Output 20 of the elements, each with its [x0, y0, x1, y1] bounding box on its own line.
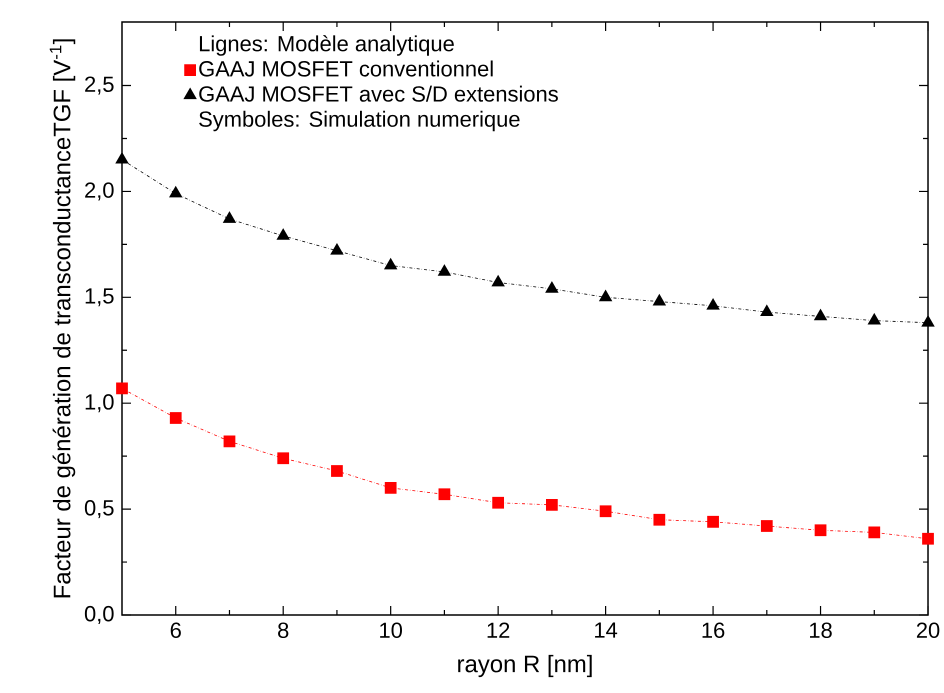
y-tick-label: 0,0 — [84, 606, 114, 624]
y-axis-title: Facteur de génération de transconductanceTGF [V$^{-1}$] — [50, 39, 76, 598]
x-tick-label: 10 — [380, 622, 402, 638]
x-tick-label: 16 — [702, 622, 724, 638]
annotation: Symboles: Simulation numerique — [199, 110, 520, 132]
x-axis-title: rayon R [nm] — [458, 654, 592, 678]
y-tick-label: 1,5 — [86, 288, 114, 306]
x-tick-label: 14 — [595, 622, 618, 638]
y-tick-label: 0,5 — [84, 500, 114, 518]
y-tick-label: 2,5 — [85, 76, 114, 95]
x-tick-label: 18 — [810, 622, 832, 638]
legend-title: Lignes: Modèle analytique — [200, 35, 454, 56]
legend-label: GAAJ MOSFET avec S/D extensions — [199, 86, 558, 102]
x-tick-label: 6 — [170, 622, 181, 638]
legend-label: GAAJ MOSFET conventionnel — [199, 60, 493, 77]
x-tick-label: 12 — [488, 622, 510, 638]
x-tick-label: 8 — [278, 622, 288, 638]
y-tick-label: 1,0 — [86, 394, 114, 412]
y-tick-label: 2,0 — [85, 182, 114, 200]
x-tick-label: 20 — [916, 622, 940, 638]
